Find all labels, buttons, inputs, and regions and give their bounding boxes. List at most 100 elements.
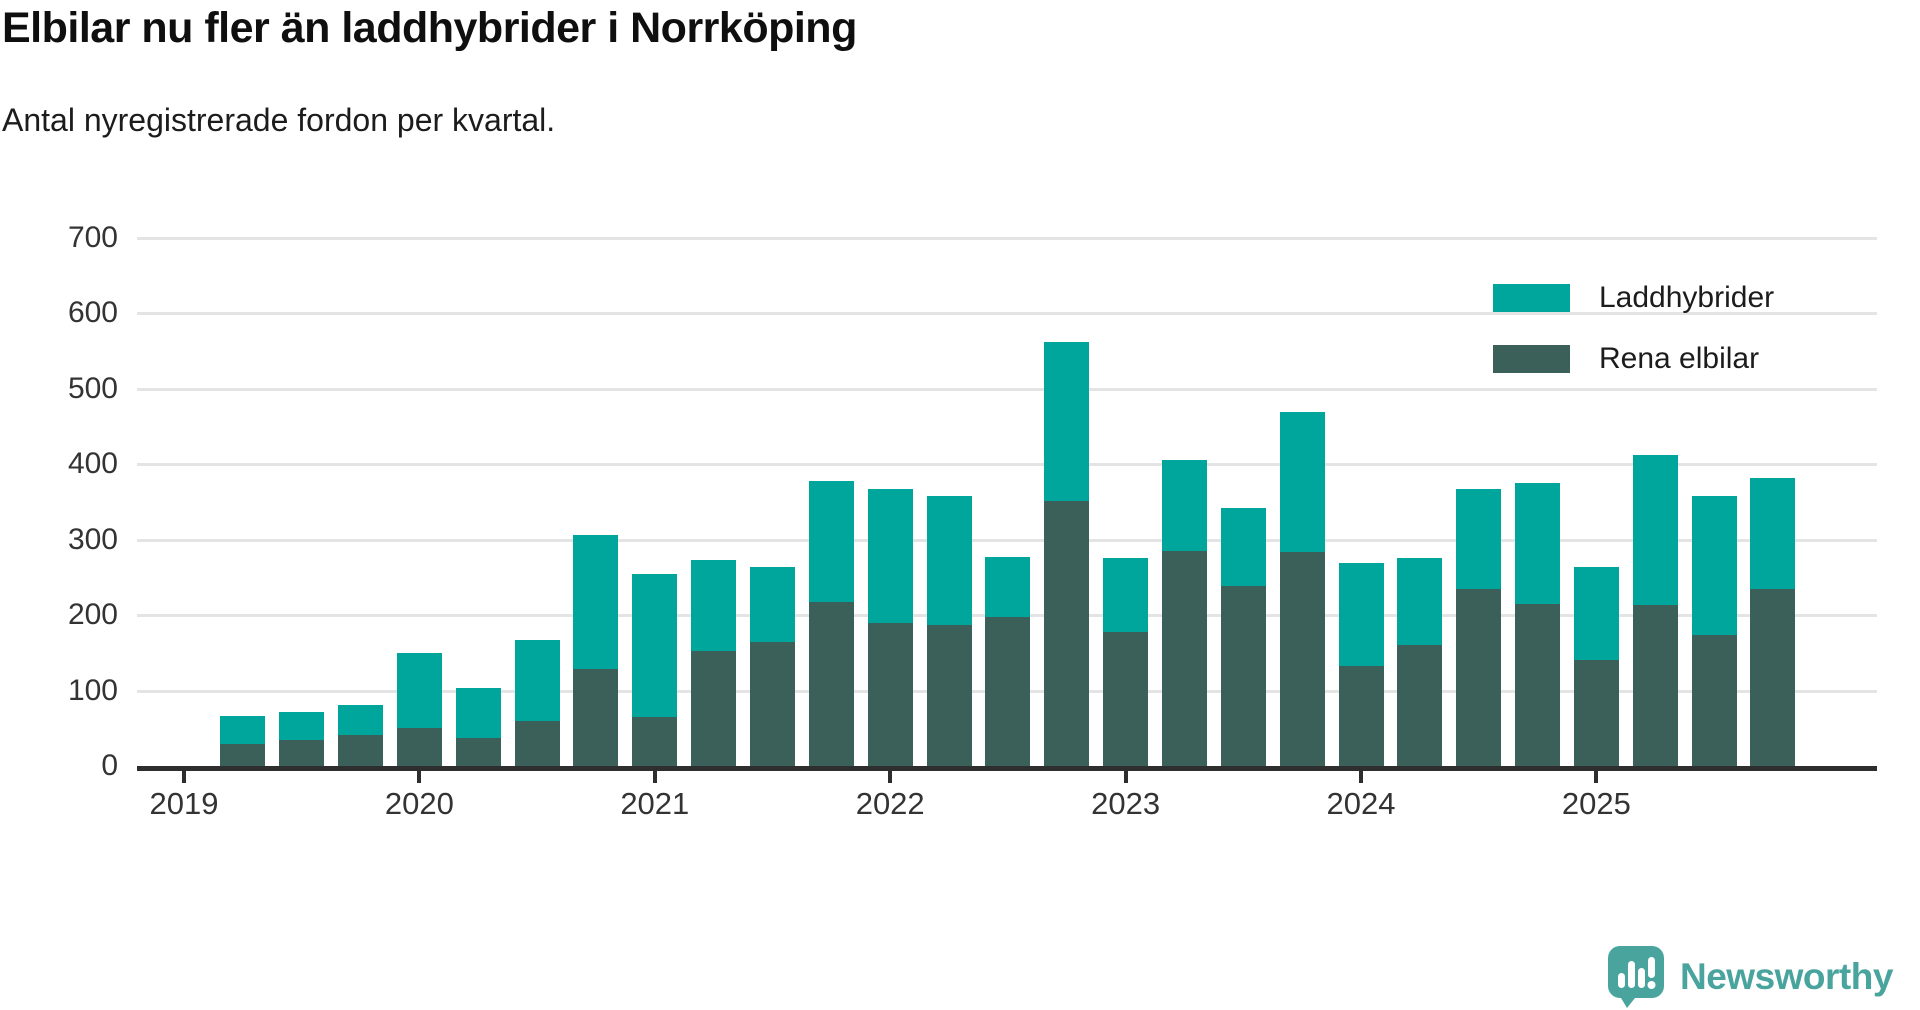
bar-group-2025-Q2: [1632, 455, 1678, 766]
segment-rena-elbilar: [396, 728, 442, 766]
x-axis-label-2023: 2023: [1091, 786, 1161, 821]
y-axis-label-100: 100: [67, 673, 118, 707]
segment-rena-elbilar: [1456, 589, 1502, 766]
segment-laddhybrider: [220, 716, 266, 744]
segment-rena-elbilar: [1220, 586, 1266, 766]
bar-group-2024-Q2: [1397, 558, 1443, 766]
segment-laddhybrider: [455, 688, 501, 738]
legend-label-laddhybrider: Laddhybrider: [1599, 281, 1775, 314]
segment-laddhybrider: [338, 705, 384, 735]
segment-rena-elbilar: [338, 735, 384, 766]
bar-group-2021-Q3: [750, 567, 795, 766]
newsworthy-wordmark: Newsworthy: [1680, 956, 1893, 997]
bar-group-2023-Q2: [1161, 460, 1207, 766]
gridline-y-300: [137, 538, 1877, 542]
speech-bubble-bar-chart-icon: [1608, 946, 1664, 1008]
x-tick-2019: [182, 771, 186, 783]
y-axis-label-0: 0: [101, 749, 118, 782]
bar-group-2022-Q2: [926, 496, 972, 766]
x-axis-label-2022: 2022: [855, 786, 925, 821]
segment-laddhybrider: [632, 574, 678, 717]
segment-rena-elbilar: [514, 721, 560, 766]
segment-rena-elbilar: [1103, 632, 1149, 766]
segment-laddhybrider: [1161, 460, 1207, 551]
segment-laddhybrider: [1632, 455, 1678, 605]
segment-rena-elbilar: [279, 740, 325, 766]
x-tick-2025: [1594, 771, 1599, 783]
x-tick-2020: [417, 771, 422, 783]
segment-rena-elbilar: [455, 738, 501, 766]
segment-laddhybrider: [1397, 558, 1443, 645]
gridline-y-700: [137, 236, 1877, 240]
segment-laddhybrider: [867, 489, 913, 623]
gridline-y-400: [137, 463, 1877, 467]
x-axis-label-2025: 2025: [1561, 786, 1631, 821]
y-axis-label-300: 300: [67, 522, 118, 556]
bar-group-2020-Q3: [514, 640, 560, 766]
bar-group-2020-Q2: [455, 688, 501, 766]
legend: Laddhybrider Rena elbilar: [1493, 281, 1774, 403]
segment-laddhybrider: [691, 560, 737, 651]
segment-laddhybrider: [1573, 567, 1619, 660]
segment-laddhybrider: [1456, 489, 1502, 589]
x-tick-2023: [1123, 771, 1128, 783]
segment-rena-elbilar: [750, 642, 795, 766]
segment-rena-elbilar: [1279, 552, 1325, 766]
segment-rena-elbilar: [691, 651, 737, 766]
x-tick-2022: [888, 771, 893, 783]
bar-group-2024-Q4: [1515, 483, 1561, 766]
segment-laddhybrider: [573, 535, 619, 669]
segment-laddhybrider: [1515, 483, 1561, 604]
segment-laddhybrider: [279, 712, 325, 740]
segment-laddhybrider: [1338, 563, 1384, 666]
x-axis-label-2020: 2020: [384, 786, 454, 821]
x-tick-2024: [1359, 771, 1363, 783]
bar-group-2021-Q1: [632, 574, 678, 766]
legend-item-laddhybrider: Laddhybrider: [1493, 281, 1774, 315]
segment-rena-elbilar: [926, 625, 972, 766]
bar-group-2022-Q1: [867, 489, 913, 766]
bar-group-2022-Q3: [985, 557, 1031, 766]
bar-group-2019-Q4: [338, 705, 384, 766]
segment-laddhybrider: [808, 481, 854, 602]
y-axis-label-500: 500: [67, 371, 118, 405]
gridline-y-600: [137, 312, 1877, 316]
bar-group-2025-Q1: [1573, 567, 1619, 766]
bar-group-2022-Q4: [1044, 342, 1090, 766]
x-axis-label-2024: 2024: [1326, 786, 1396, 821]
bar-group-2019-Q3: [279, 712, 325, 766]
bar-group-2021-Q4: [808, 481, 854, 766]
segment-laddhybrider: [1103, 558, 1149, 632]
segment-laddhybrider: [396, 653, 442, 728]
bar-group-2024-Q1: [1338, 563, 1384, 766]
chart-title: Elbilar nu fler än laddhybrider i Norrkö…: [2, 4, 857, 52]
segment-laddhybrider: [985, 557, 1031, 617]
segment-rena-elbilar: [1515, 604, 1561, 766]
segment-laddhybrider: [1691, 496, 1737, 635]
bar-group-2025-Q4: [1750, 478, 1796, 766]
bar-group-2023-Q1: [1103, 558, 1149, 766]
gridline-y-500: [137, 387, 1877, 391]
segment-rena-elbilar: [867, 623, 913, 766]
segment-laddhybrider: [1044, 342, 1090, 501]
segment-laddhybrider: [926, 496, 972, 625]
segment-laddhybrider: [1279, 412, 1325, 552]
x-axis-line: [137, 766, 1877, 771]
bar-group-2019-Q2: [220, 716, 266, 766]
segment-rena-elbilar: [573, 669, 619, 766]
bar-group-2023-Q4: [1279, 412, 1325, 766]
segment-rena-elbilar: [1632, 605, 1678, 766]
y-axis-label-200: 200: [67, 598, 118, 632]
bar-group-2025-Q3: [1691, 496, 1737, 766]
y-axis-label-600: 600: [67, 296, 118, 330]
legend-label-rena-elbilar: Rena elbilar: [1599, 342, 1760, 375]
newsworthy-logo: Newsworthy: [1608, 946, 1893, 1008]
segment-rena-elbilar: [632, 717, 678, 766]
segment-rena-elbilar: [1750, 589, 1796, 766]
segment-laddhybrider: [1750, 478, 1796, 589]
segment-rena-elbilar: [1573, 660, 1619, 766]
segment-laddhybrider: [750, 567, 795, 642]
segment-rena-elbilar: [220, 744, 266, 766]
